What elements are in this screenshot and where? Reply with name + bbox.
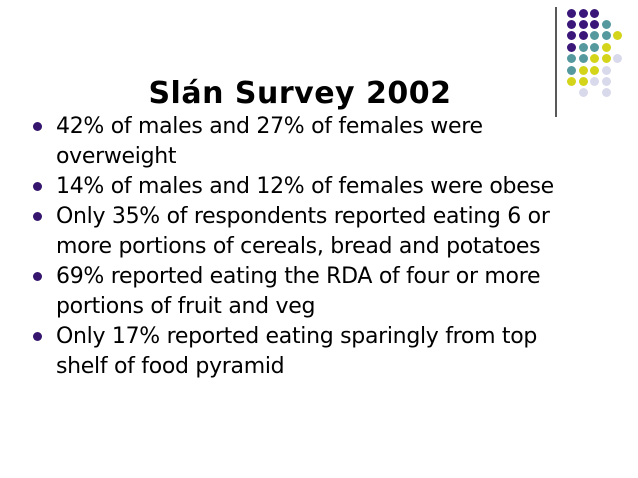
bullet-text: Only 35% of respondents reported eating … [56, 202, 550, 262]
deco-dot [578, 54, 588, 64]
bullet-item: 14% of males and 12% of females were obe… [33, 172, 608, 202]
deco-dot [601, 19, 611, 29]
deco-dot [567, 8, 576, 18]
bullet-text: 42% of males and 27% of females were ove… [56, 112, 483, 172]
deco-dot [567, 31, 576, 41]
deco-dot [601, 76, 611, 86]
deco-dot [601, 54, 611, 64]
slide-title: Slán Survey 2002 [148, 76, 452, 112]
bullet-text: 69% reported eating the RDA of four or m… [56, 262, 540, 322]
deco-dot [601, 88, 611, 98]
bullet-icon [33, 272, 42, 281]
bullet-line: 42% of males and 27% of females were [56, 114, 483, 139]
bullet-item: Only 35% of respondents reported eating … [33, 202, 608, 262]
bullet-item: 69% reported eating the RDA of four or m… [33, 262, 608, 322]
deco-dot [578, 19, 588, 29]
bullet-icon [33, 182, 42, 191]
deco-dot [590, 54, 600, 64]
bullet-icon [33, 122, 42, 131]
deco-dot [578, 31, 588, 41]
deco-dot [567, 19, 576, 29]
deco-dot [601, 31, 611, 41]
deco-dot [590, 42, 600, 52]
deco-dot [578, 42, 588, 52]
bullet-line: more portions of cereals, bread and pota… [56, 234, 541, 259]
bullet-line: Only 35% of respondents reported eating … [56, 204, 550, 229]
bullet-text: Only 17% reported eating sparingly from … [56, 322, 537, 382]
bullet-icon [33, 212, 42, 221]
deco-dot [578, 88, 588, 98]
deco-dot [601, 42, 611, 52]
deco-dot [590, 19, 600, 29]
deco-dot [590, 8, 600, 18]
deco-dot [567, 54, 576, 64]
deco-dot [601, 65, 611, 75]
bullet-line: 14% of males and 12% of females were obe… [56, 174, 554, 199]
deco-dot [578, 76, 588, 86]
deco-dot [567, 65, 576, 75]
bullet-item: Only 17% reported eating sparingly from … [33, 322, 608, 382]
bullet-item: 42% of males and 27% of females were ove… [33, 112, 608, 172]
deco-dot [590, 31, 600, 41]
deco-dot [578, 8, 588, 18]
deco-dot [613, 31, 623, 41]
deco-dot [578, 65, 588, 75]
bullet-line: shelf of food pyramid [56, 354, 285, 379]
deco-dot [590, 65, 600, 75]
bullet-list: 42% of males and 27% of females were ove… [33, 112, 608, 382]
bullet-icon [33, 332, 42, 341]
bullet-line: portions of fruit and veg [56, 294, 316, 319]
bullet-text: 14% of males and 12% of females were obe… [56, 172, 554, 202]
deco-dot [567, 42, 576, 52]
deco-dot [590, 76, 600, 86]
decoration-vertical-line [555, 7, 557, 117]
bullet-line: Only 17% reported eating sparingly from … [56, 324, 538, 349]
deco-dot [613, 54, 623, 64]
bullet-line: 69% reported eating the RDA of four or m… [56, 264, 541, 289]
bullet-line: overweight [56, 144, 177, 169]
